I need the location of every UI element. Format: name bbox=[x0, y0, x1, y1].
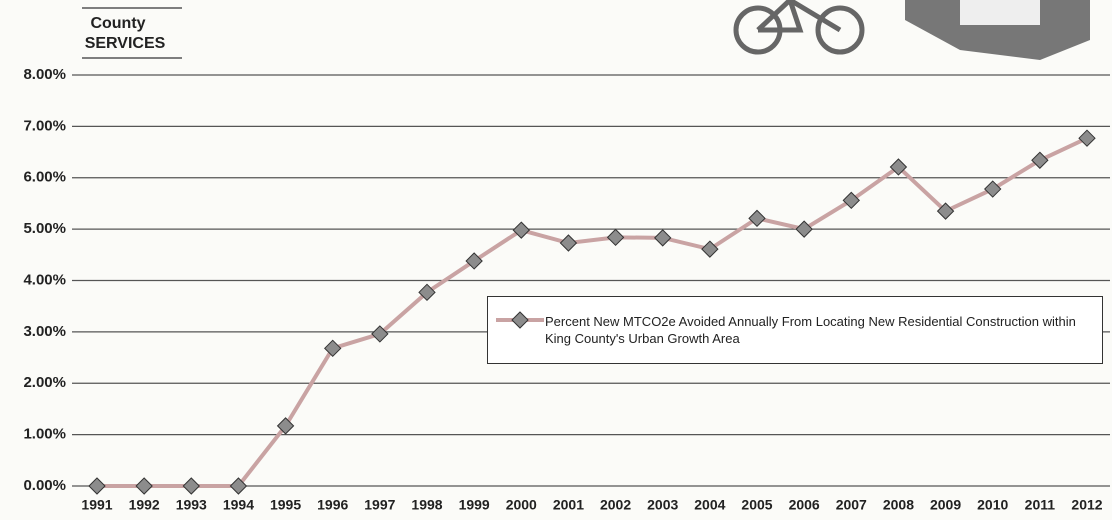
point bbox=[276, 417, 295, 435]
x-tick-label: 1996 bbox=[317, 497, 348, 513]
point bbox=[842, 191, 860, 210]
x-tick-label: 1998 bbox=[411, 497, 442, 513]
x-tick-label: 2002 bbox=[600, 497, 631, 513]
point bbox=[795, 220, 813, 238]
point bbox=[1078, 129, 1096, 147]
point bbox=[182, 477, 200, 495]
legend-label: Percent New MTCO2e Avoided Annually From… bbox=[545, 314, 1076, 346]
x-tick-label: 1997 bbox=[364, 497, 395, 513]
point bbox=[512, 221, 530, 239]
point bbox=[135, 477, 153, 495]
x-tick-label: 2004 bbox=[694, 497, 725, 513]
x-tick-label: 1992 bbox=[129, 497, 160, 513]
bike-icon bbox=[733, 0, 865, 55]
point bbox=[654, 229, 672, 247]
point bbox=[88, 477, 106, 495]
x-tick-label: 2003 bbox=[647, 497, 678, 513]
y-tick-label: 4.00% bbox=[23, 271, 66, 288]
point bbox=[748, 209, 766, 228]
point bbox=[889, 158, 908, 176]
x-tick-label: 2007 bbox=[836, 497, 867, 513]
point bbox=[606, 228, 625, 247]
point bbox=[936, 202, 955, 220]
y-tick-label: 1.00% bbox=[23, 426, 66, 443]
x-tick-label: 1995 bbox=[270, 497, 301, 513]
x-tick-label: 2005 bbox=[741, 497, 772, 513]
header-line: County bbox=[90, 15, 145, 32]
point bbox=[559, 234, 578, 252]
x-tick-label: 2006 bbox=[789, 497, 820, 513]
photo-fragment bbox=[905, 0, 1090, 60]
legend: Percent New MTCO2e Avoided Annually From… bbox=[487, 296, 1103, 364]
x-tick-label: 2009 bbox=[930, 497, 961, 513]
x-tick-label: 2008 bbox=[883, 497, 914, 513]
x-tick-label: 2001 bbox=[553, 497, 584, 513]
point bbox=[465, 252, 483, 270]
x-tick-label: 1991 bbox=[81, 497, 112, 513]
point bbox=[324, 339, 342, 358]
x-tick-label: 2000 bbox=[506, 497, 537, 513]
point bbox=[984, 180, 1002, 198]
x-tick-label: 1993 bbox=[176, 497, 207, 513]
series-line bbox=[97, 136, 1088, 488]
x-tick-label: 1994 bbox=[223, 497, 254, 513]
y-tick-label: 5.00% bbox=[23, 220, 66, 237]
x-tick-label: 2011 bbox=[1025, 497, 1056, 513]
point bbox=[371, 325, 389, 343]
x-tick-label: 2012 bbox=[1071, 497, 1102, 513]
y-tick-label: 0.00% bbox=[23, 477, 66, 494]
y-tick-label: 2.00% bbox=[23, 374, 66, 391]
y-tick-label: 6.00% bbox=[23, 169, 66, 186]
y-tick-label: 8.00% bbox=[23, 66, 66, 83]
point bbox=[701, 240, 719, 258]
header-line: SERVICES bbox=[85, 35, 166, 52]
point bbox=[418, 283, 436, 302]
point bbox=[1031, 151, 1049, 169]
legend-marker bbox=[511, 311, 529, 329]
point bbox=[229, 477, 248, 495]
y-tick-label: 7.00% bbox=[23, 117, 66, 134]
x-tick-label: 2010 bbox=[977, 497, 1008, 513]
y-tick-label: 3.00% bbox=[23, 323, 66, 340]
legend-symbol bbox=[496, 311, 544, 329]
photo-fragment bbox=[960, 0, 1040, 25]
x-tick-label: 1999 bbox=[459, 497, 490, 513]
